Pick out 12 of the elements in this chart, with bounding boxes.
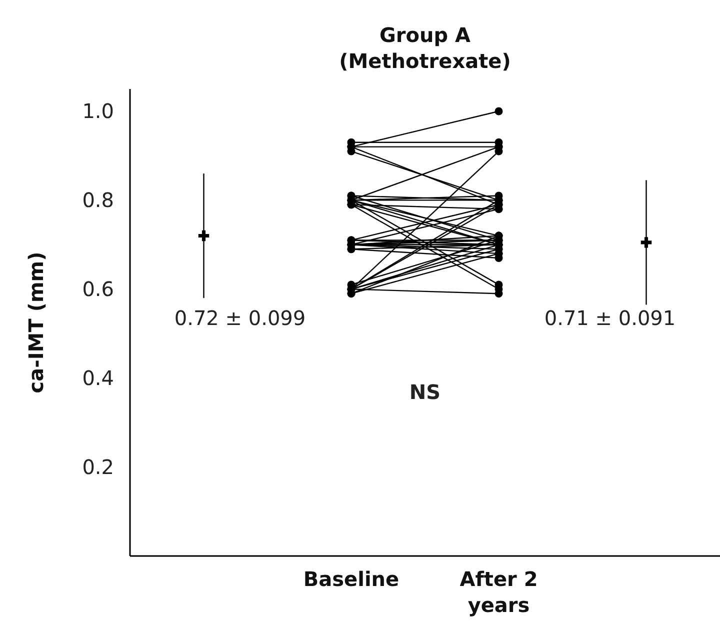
x-tick-label: Baseline [303,567,400,591]
annotation: 0.71 ± 0.091 [543,306,677,330]
annotation: 0.72 ± 0.099 [173,306,307,330]
chart-title: Group A (Methotrexate) [338,22,512,74]
x-tick-label: After 2 years [460,567,538,617]
y-axis-title: ca-IMT (mm) [24,252,48,394]
y-tick-label: 0.2 [82,455,114,480]
annotation: NS [408,380,442,404]
y-tick-label: 0.6 [82,277,114,302]
y-tick-label: 0.8 [82,188,114,212]
y-tick-label: 0.4 [82,366,114,390]
y-tick-label: 1.0 [82,99,114,124]
